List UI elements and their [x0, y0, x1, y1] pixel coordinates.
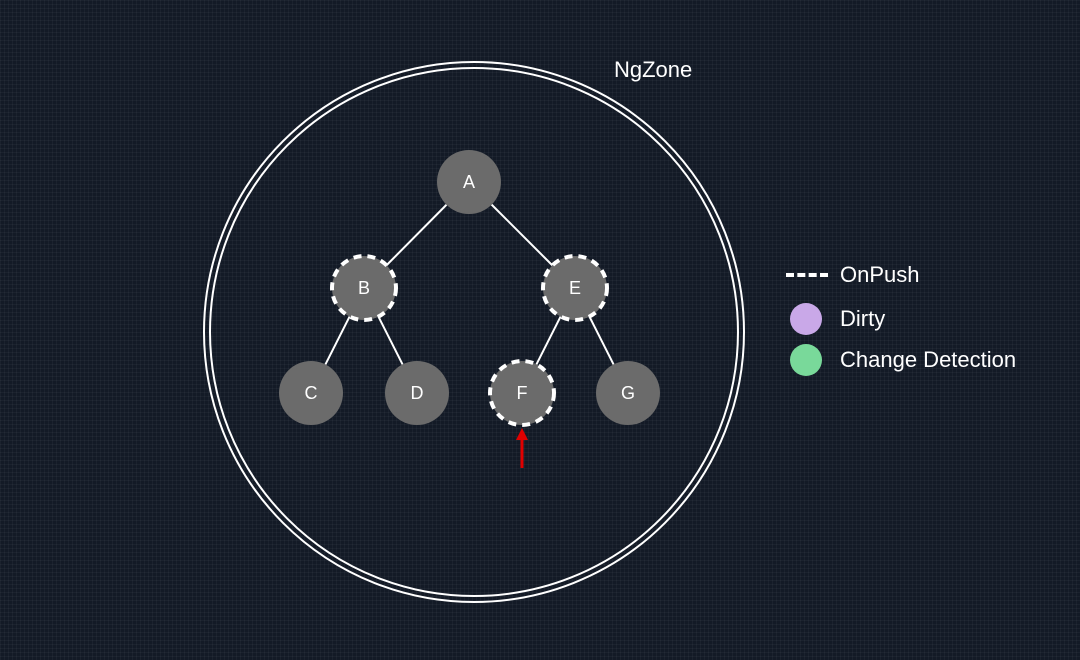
edge-b-c	[324, 316, 351, 365]
edge-e-g	[588, 316, 615, 365]
node-label-e: E	[569, 278, 581, 298]
node-d: D	[385, 361, 449, 425]
node-c: C	[279, 361, 343, 425]
node-circle-g	[596, 361, 660, 425]
legend-item-onpush: OnPush	[786, 258, 920, 292]
legend-item-dirty: Dirty	[786, 302, 885, 336]
edge-a-b	[385, 204, 448, 266]
edge-e-f	[535, 316, 562, 365]
dashed-line-icon	[786, 273, 828, 277]
node-label-b: B	[358, 278, 370, 298]
node-circle-b	[330, 254, 398, 322]
dirty-dot-icon	[790, 303, 822, 335]
ngzone-label: NgZone	[614, 57, 693, 82]
node-a: A	[437, 150, 501, 214]
node-label-c: C	[305, 383, 318, 403]
node-label-a: A	[463, 172, 475, 192]
legend-item-change-detection: Change Detection	[786, 343, 1016, 377]
node-e: E	[541, 254, 609, 322]
legend-label-change-detection: Change Detection	[840, 347, 1017, 372]
node-label-g: G	[621, 383, 635, 403]
node-b: B	[330, 254, 398, 322]
event-arrow-icon	[516, 428, 528, 468]
legend-label-dirty: Dirty	[840, 306, 886, 331]
node-circle-a	[437, 150, 501, 214]
edge-b-d	[377, 316, 404, 365]
tree-nodes: A B E C D F G	[279, 150, 660, 427]
ngzone-inner-ring	[209, 67, 739, 597]
node-f: F	[488, 359, 556, 427]
node-circle-e	[541, 254, 609, 322]
tree-edges	[324, 203, 615, 365]
node-label-f: F	[517, 383, 528, 403]
node-circle-f	[488, 359, 556, 427]
change-detection-dot-icon	[790, 344, 822, 376]
node-label-d: D	[411, 383, 424, 403]
legend-label-onpush: OnPush	[840, 262, 920, 287]
ngzone-outer-ring	[203, 61, 745, 603]
node-g: G	[596, 361, 660, 425]
edge-a-e	[490, 203, 554, 267]
node-circle-c	[279, 361, 343, 425]
node-circle-d	[385, 361, 449, 425]
